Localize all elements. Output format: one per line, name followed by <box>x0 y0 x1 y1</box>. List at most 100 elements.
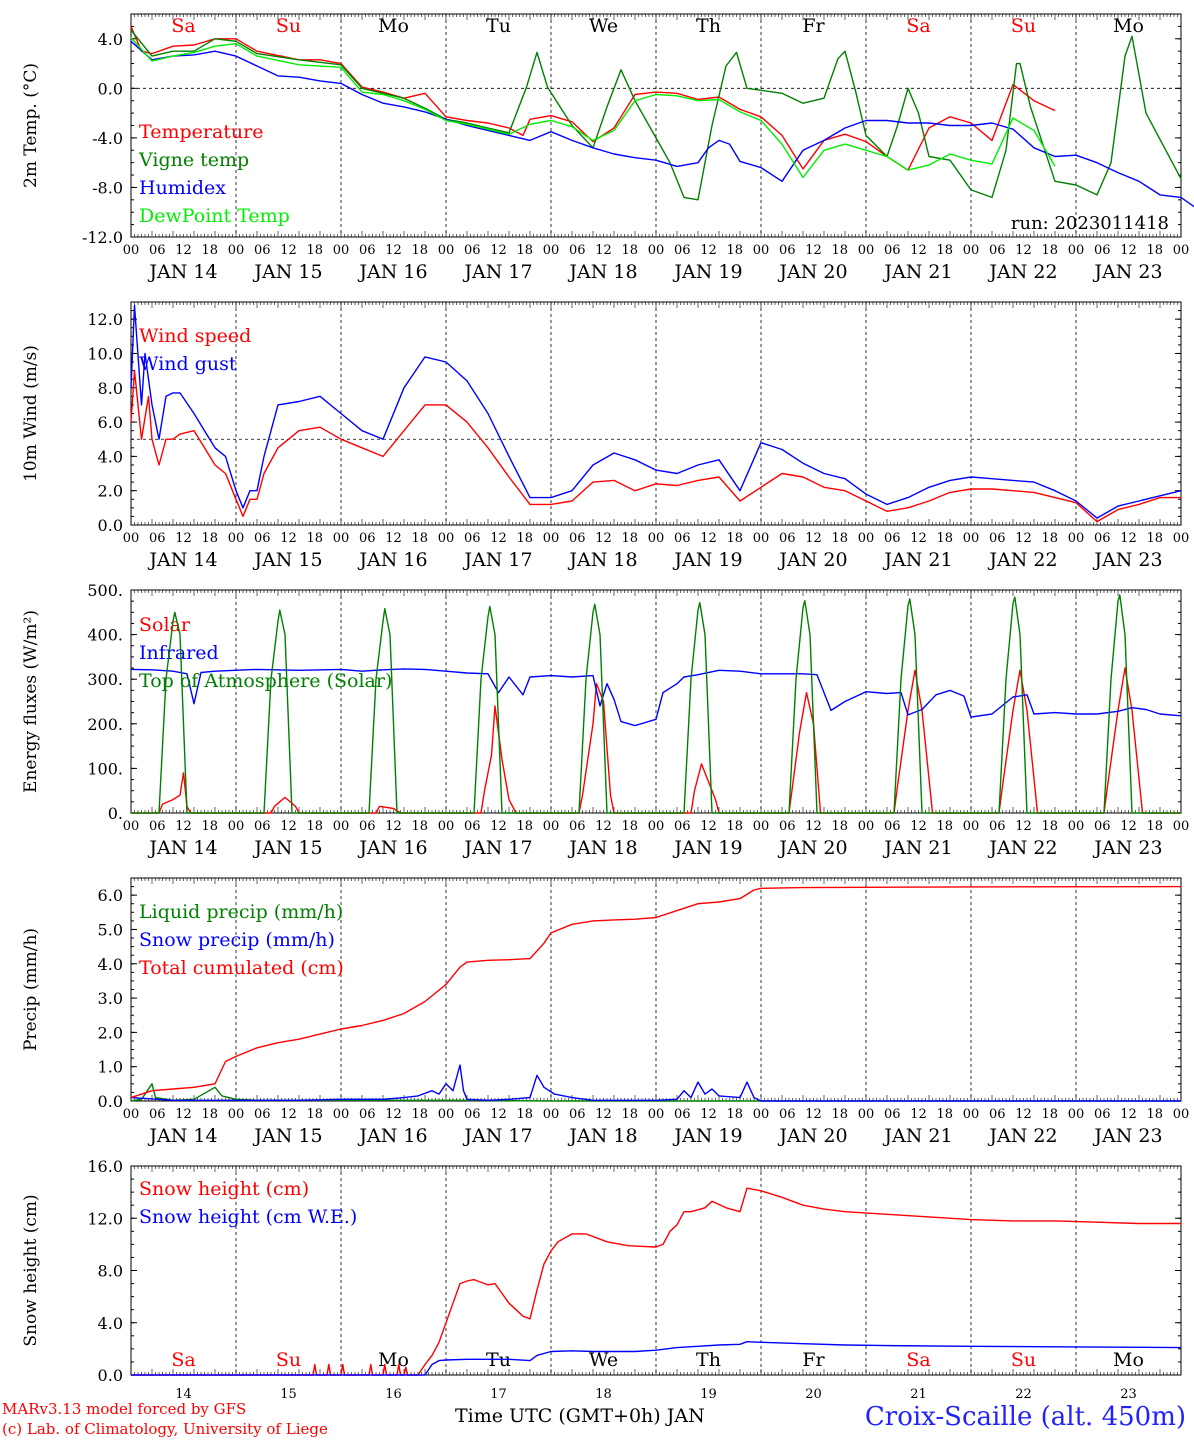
hour-tick-label: 18 <box>831 531 848 546</box>
hour-tick-label: 00 <box>963 531 980 546</box>
series-line-infrared <box>130 668 1182 727</box>
weekday-label: Th <box>696 15 721 37</box>
y-tick-label: 4.0 <box>98 955 123 974</box>
weekday-label: Fr <box>802 15 825 37</box>
series-line-vigne-temp <box>130 29 1182 201</box>
hour-tick-label: 12 <box>490 243 507 258</box>
hour-tick-label: 00 <box>438 243 455 258</box>
date-label: JAN 14 <box>147 261 217 283</box>
date-label: JAN 21 <box>882 261 952 283</box>
hour-tick-label: 18 <box>1041 531 1058 546</box>
date-label: JAN 20 <box>777 837 847 859</box>
hour-tick-label: 18 <box>1041 243 1058 258</box>
y-tick-label: 0.0 <box>98 79 123 98</box>
y-tick-label: 200. <box>87 715 123 734</box>
y-axis-title: Precip (mm/h) <box>21 928 41 1051</box>
y-tick-label: 4.0 <box>98 30 123 49</box>
hour-tick-label: 00 <box>438 531 455 546</box>
hour-tick-label: 18 <box>201 531 218 546</box>
y-tick-label: 2.0 <box>98 1023 123 1042</box>
series-line-liquid-precip-mm-h- <box>130 1083 1181 1102</box>
hour-tick-label: 12 <box>1120 1107 1137 1122</box>
series-line-humidex <box>130 40 1194 208</box>
series-line-snow-height-cm- <box>131 1187 1181 1376</box>
hour-tick-label: 12 <box>805 531 822 546</box>
series-line-dewpoint-temp <box>130 37 1056 179</box>
hour-tick-label: 00 <box>648 243 665 258</box>
date-label: JAN 19 <box>672 549 742 571</box>
hour-tick-label: 06 <box>1094 243 1111 258</box>
hour-tick-label: 12 <box>385 243 402 258</box>
hour-tick-label: 06 <box>569 531 586 546</box>
hour-tick-label: 06 <box>674 1107 691 1122</box>
day-number-label: 20 <box>805 1387 822 1402</box>
hour-tick-label: 06 <box>884 1107 901 1122</box>
hour-tick-label: 18 <box>726 819 743 834</box>
hour-tick-label: 00 <box>1068 819 1085 834</box>
weekday-label: Su <box>1011 15 1036 37</box>
legend-entry: Liquid precip (mm/h) <box>139 901 343 923</box>
hour-tick-label: 12 <box>490 1107 507 1122</box>
hour-tick-label: 12 <box>910 531 927 546</box>
hour-tick-label: 00 <box>123 531 140 546</box>
plot-frame-0 <box>130 13 1182 238</box>
hour-tick-label: 18 <box>936 531 953 546</box>
legend-entry: Total cumulated (cm) <box>139 957 344 979</box>
hour-tick-label: 06 <box>884 243 901 258</box>
hour-tick-label: 12 <box>280 1107 297 1122</box>
hour-tick-label: 06 <box>884 531 901 546</box>
hour-tick-label: 06 <box>254 1107 271 1122</box>
hour-tick-label: 00 <box>543 243 560 258</box>
hour-tick-label: 00 <box>228 819 245 834</box>
hour-tick-label: 00 <box>858 531 875 546</box>
hour-tick-label: 06 <box>149 1107 166 1122</box>
date-label: JAN 18 <box>567 261 637 283</box>
y-tick-label: 4.0 <box>98 1314 123 1333</box>
series-line-snow-precip-mm-h- <box>130 1064 1181 1102</box>
hour-tick-label: 12 <box>280 243 297 258</box>
hour-tick-label: 06 <box>569 243 586 258</box>
hour-tick-label: 18 <box>411 243 428 258</box>
hour-tick-label: 12 <box>385 531 402 546</box>
hour-tick-label: 00 <box>1068 1107 1085 1122</box>
hour-tick-label: 18 <box>621 243 638 258</box>
hour-tick-label: 18 <box>831 1107 848 1122</box>
date-label: JAN 19 <box>672 837 742 859</box>
hour-tick-label: 12 <box>175 819 192 834</box>
hour-tick-label: 00 <box>543 1107 560 1122</box>
y-tick-label: 300. <box>87 670 123 689</box>
date-label: JAN 17 <box>462 837 532 859</box>
legend-entry: Snow height (cm) <box>139 1178 309 1200</box>
y-tick-label: 2.0 <box>98 482 123 501</box>
date-label: JAN 19 <box>672 261 742 283</box>
date-label: JAN 17 <box>462 549 532 571</box>
hour-tick-label: 18 <box>726 243 743 258</box>
date-label: JAN 18 <box>567 1125 637 1147</box>
hour-tick-label: 18 <box>621 531 638 546</box>
y-tick-label: 4.0 <box>98 447 123 466</box>
series-line-total-cumulated-cm- <box>130 885 1182 1099</box>
hour-tick-label: 12 <box>700 243 717 258</box>
hour-tick-label: 06 <box>989 243 1006 258</box>
legend-entry: Vigne temp <box>138 149 249 171</box>
y-tick-label: 6.0 <box>98 886 123 905</box>
hour-tick-label: 00 <box>1173 819 1190 834</box>
y-axis-title: 2m Temp. (°C) <box>21 63 41 188</box>
hour-tick-label: 12 <box>280 531 297 546</box>
hour-tick-label: 06 <box>254 243 271 258</box>
hour-tick-label: 00 <box>753 243 770 258</box>
series-line-wind-speed <box>130 369 1181 523</box>
hour-tick-label: 00 <box>333 819 350 834</box>
hour-tick-label: 00 <box>1173 1107 1190 1122</box>
hour-tick-label: 00 <box>543 531 560 546</box>
hour-tick-label: 18 <box>831 819 848 834</box>
hour-tick-label: 12 <box>175 1107 192 1122</box>
hour-tick-label: 12 <box>700 819 717 834</box>
hour-tick-label: 12 <box>490 819 507 834</box>
date-label: JAN 14 <box>147 549 217 571</box>
y-tick-label: 5.0 <box>98 920 123 939</box>
y-axis-title: Snow height (cm) <box>21 1194 41 1346</box>
hour-tick-label: 06 <box>254 531 271 546</box>
hour-tick-label: 18 <box>1146 243 1163 258</box>
